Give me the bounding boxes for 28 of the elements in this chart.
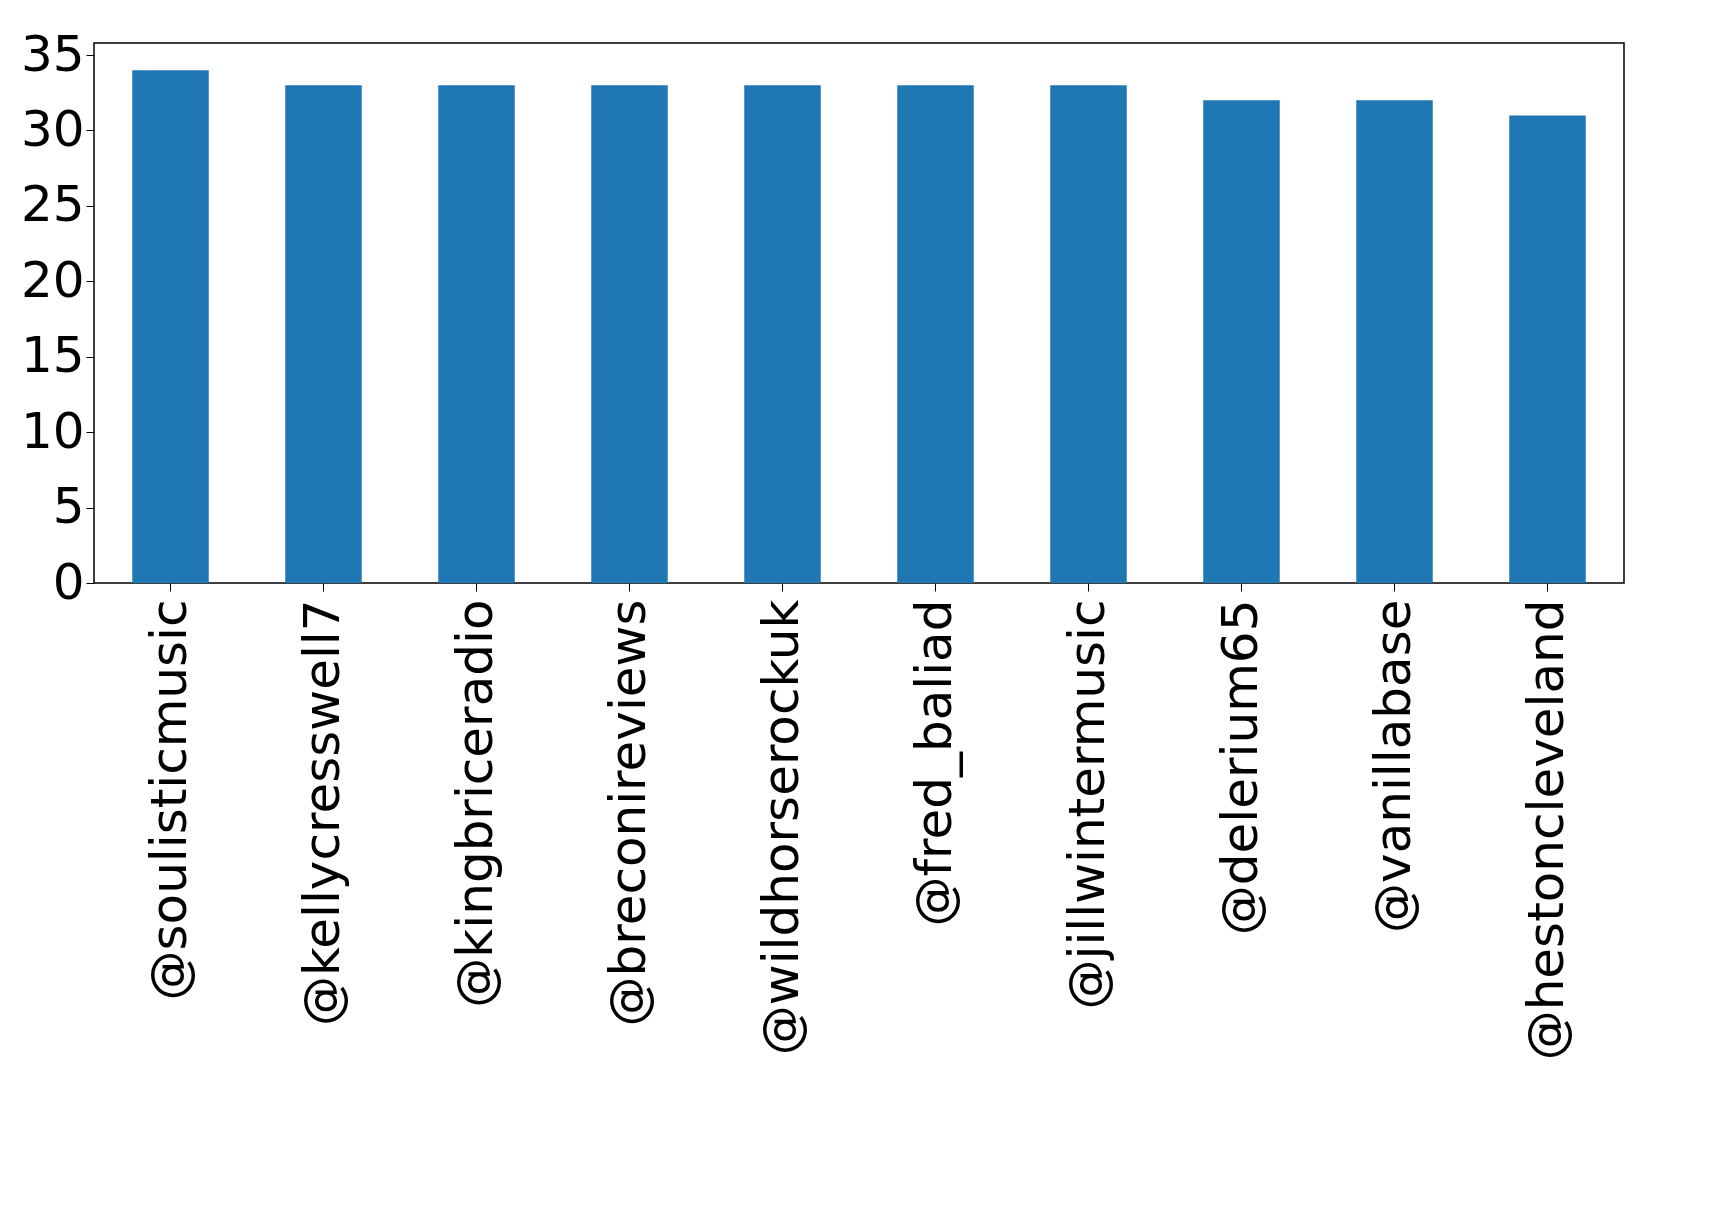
bar [591, 85, 668, 583]
bar [1509, 115, 1586, 583]
bar [438, 85, 515, 583]
y-tick-label: 15 [20, 326, 85, 385]
x-tick-label: @kingbriceradio [445, 599, 504, 1008]
bar [1203, 100, 1280, 583]
y-tick-label: 5 [52, 477, 85, 536]
y-tick-label: 20 [20, 250, 85, 309]
y-tick-label: 35 [20, 24, 85, 83]
x-tick-label: @delerium65 [1210, 599, 1269, 936]
y-tick-label: 0 [52, 552, 85, 611]
y-tick-label: 25 [20, 175, 85, 234]
bar [1050, 85, 1127, 583]
bar [897, 85, 974, 583]
bar [744, 85, 821, 583]
x-tick-label: @hestoncleveland [1516, 599, 1575, 1061]
bar [132, 70, 209, 583]
y-tick-label: 30 [20, 99, 85, 158]
bar [285, 85, 362, 583]
x-tick-label: @fred_baliad [904, 599, 963, 927]
x-tick-label: @soulisticmusic [139, 599, 198, 1001]
x-tick-label: @wildhorserockuk [751, 599, 810, 1056]
y-tick-label: 10 [20, 401, 85, 460]
bar [1356, 100, 1433, 583]
x-tick-label: @kellycresswell7 [292, 599, 351, 1026]
x-tick-label: @breconireviews [598, 599, 657, 1027]
x-tick-label: @vanillabase [1363, 599, 1422, 933]
x-tick-label: @jillwintermusic [1057, 599, 1116, 1010]
